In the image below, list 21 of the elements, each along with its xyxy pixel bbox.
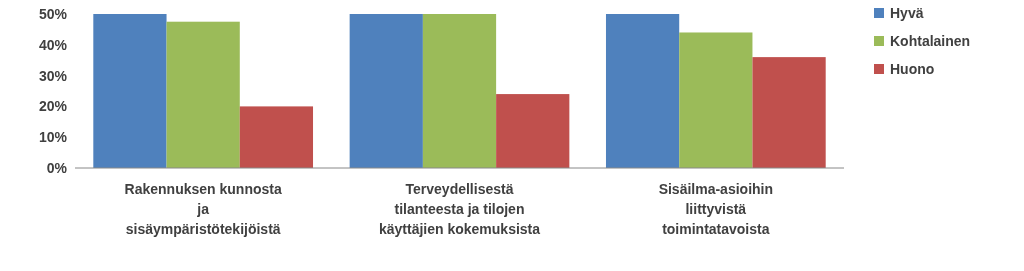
bar	[496, 94, 570, 168]
bar	[349, 14, 423, 168]
x-tick-label: Terveydellisestä tilanteesta ja tilojen käyttäjien kokemuksista	[378, 181, 541, 237]
legend-label: Hyvä	[890, 4, 924, 21]
bar	[605, 14, 680, 168]
y-tick-label: 40%	[38, 36, 68, 53]
bar	[422, 14, 497, 168]
y-tick-label: 50%	[38, 5, 68, 22]
x-tick-label: Rakennuksen kunnosta ja sisäympäristötekijöistä	[124, 181, 282, 237]
y-tick-label: 10%	[38, 129, 68, 146]
bar	[93, 14, 167, 168]
bar	[166, 21, 240, 168]
bar	[239, 106, 314, 168]
y-tick-label: 20%	[38, 98, 68, 115]
bar	[752, 57, 826, 168]
legend-label: Huono	[890, 60, 935, 77]
y-tick-label: 30%	[38, 67, 68, 84]
legend-label: Kohtalainen	[890, 32, 971, 49]
x-tick-label: Sisäilma-asioihin liittyvistä toimintatavoista	[658, 181, 774, 237]
bar	[679, 32, 753, 168]
y-tick-label: 0%	[46, 159, 68, 176]
